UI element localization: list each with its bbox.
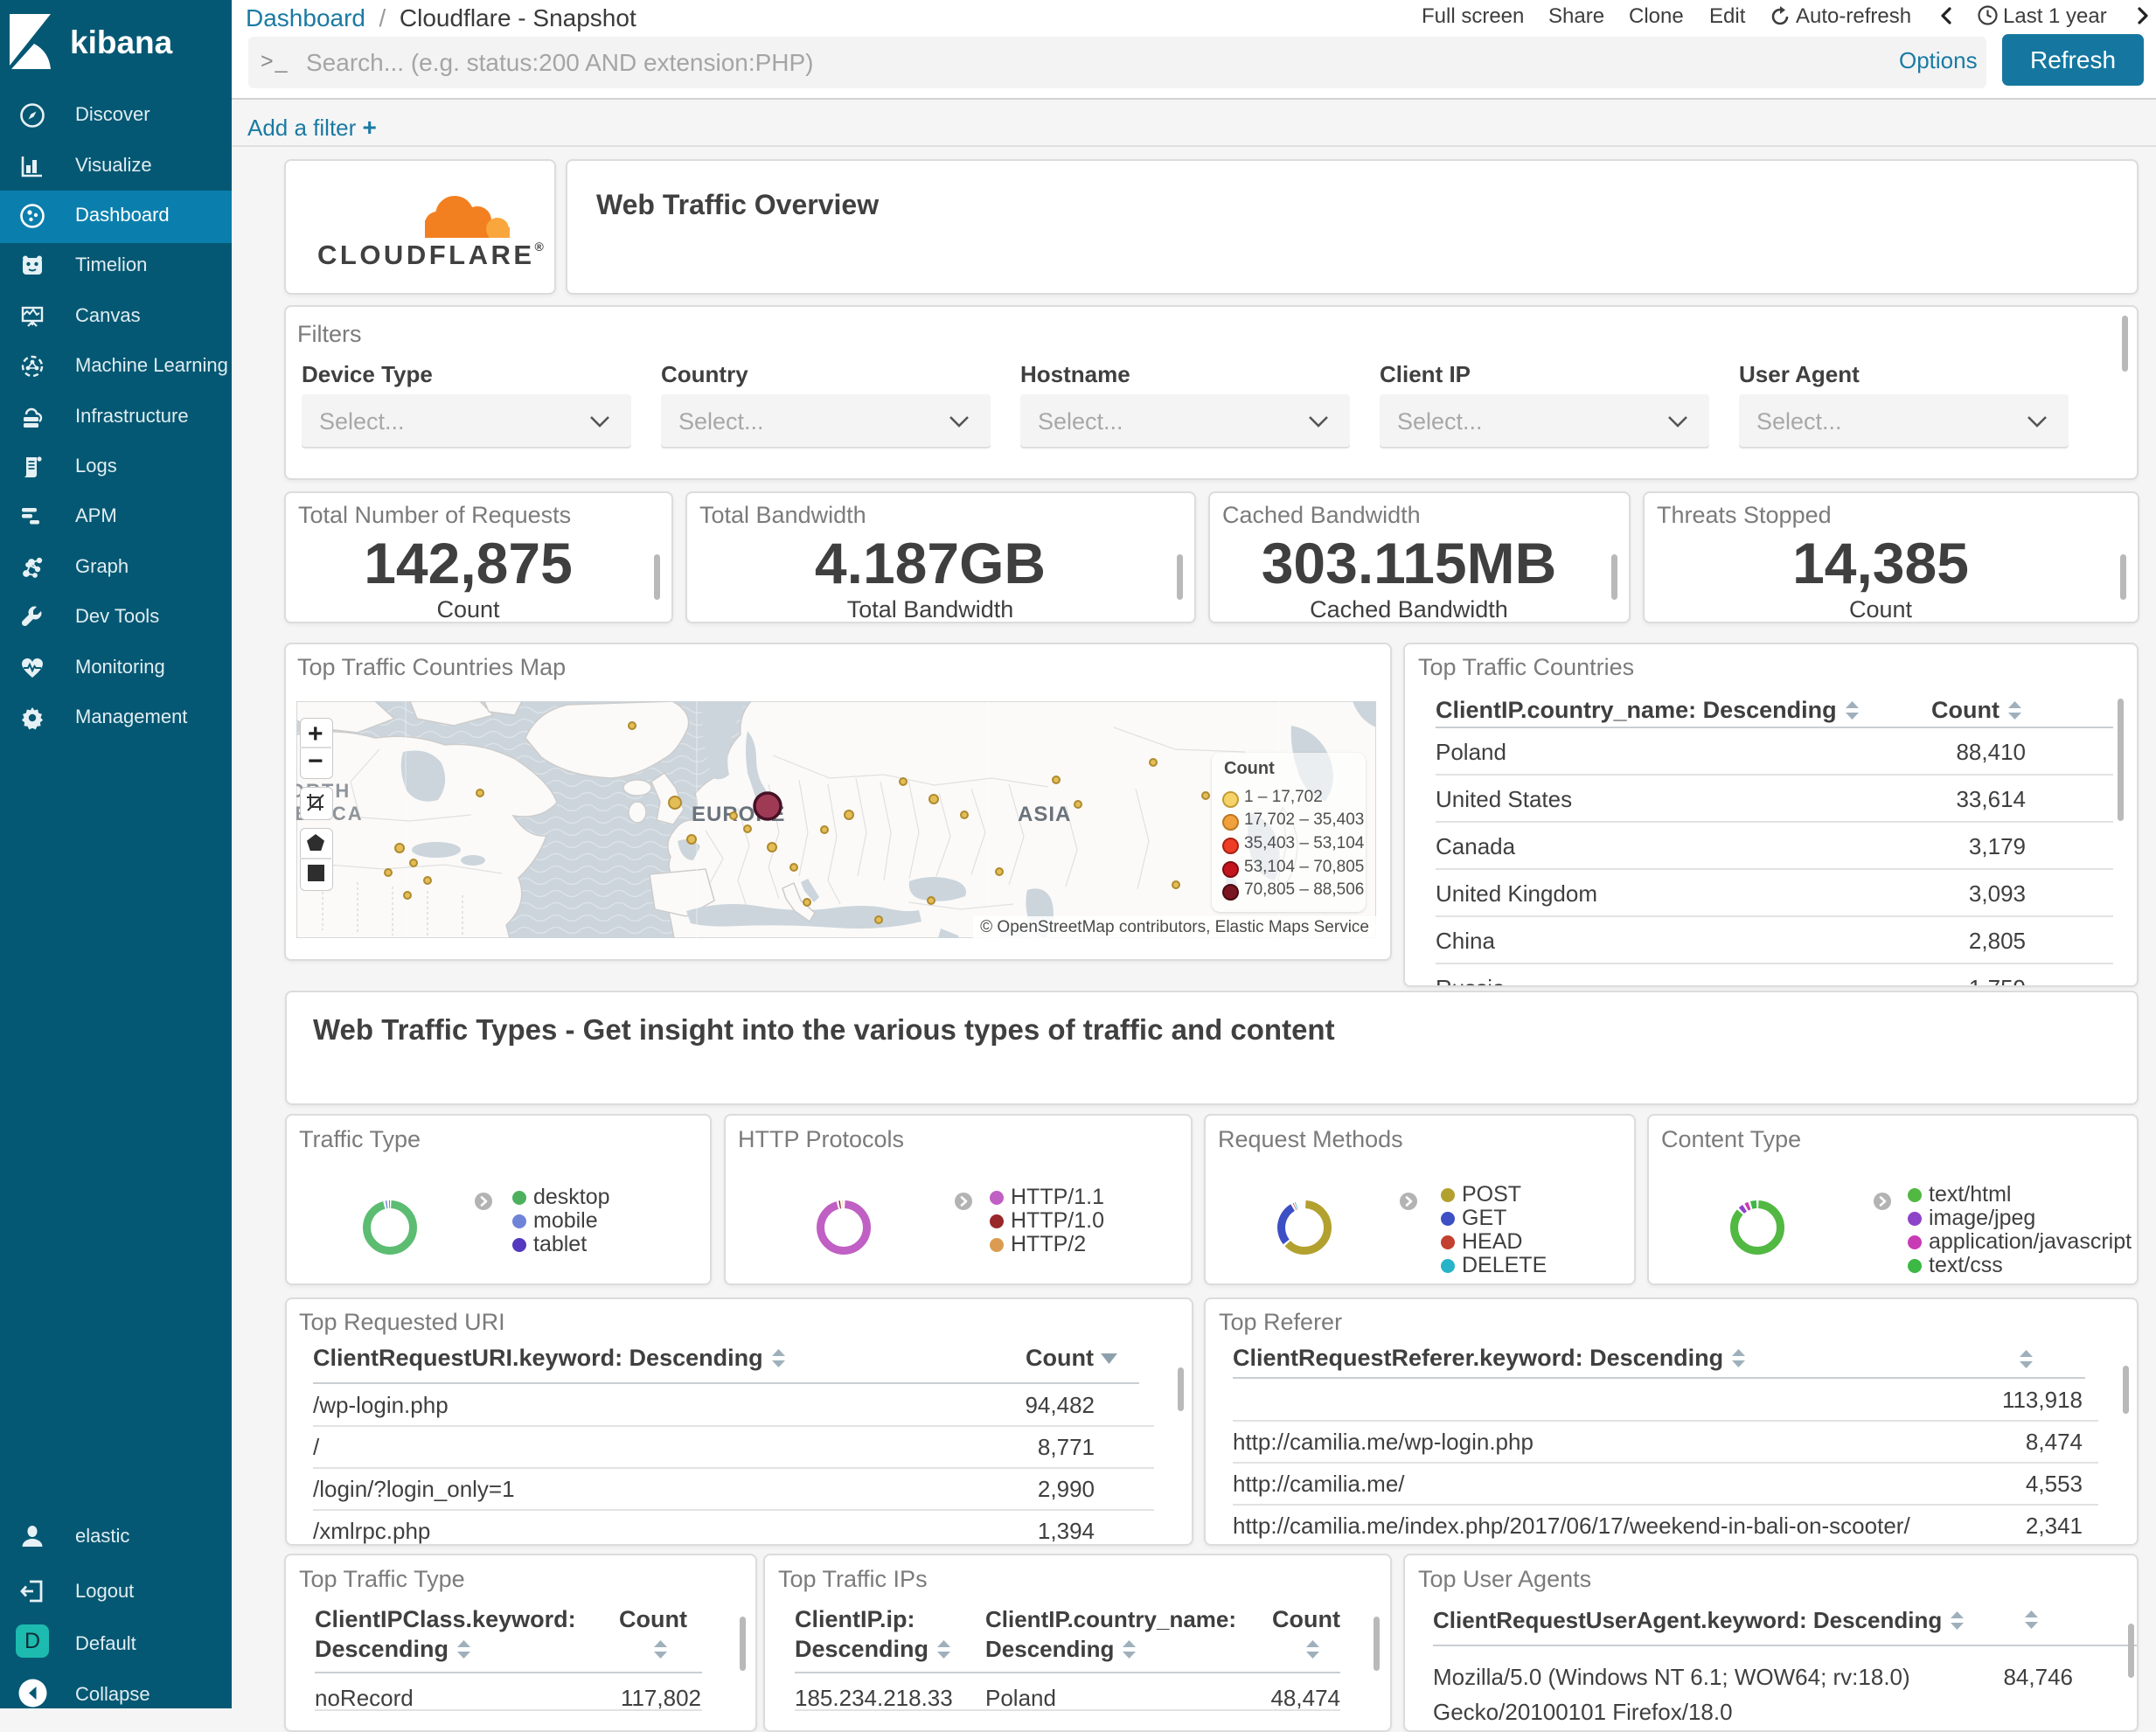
- svg-text:ASIA: ASIA: [1018, 803, 1071, 826]
